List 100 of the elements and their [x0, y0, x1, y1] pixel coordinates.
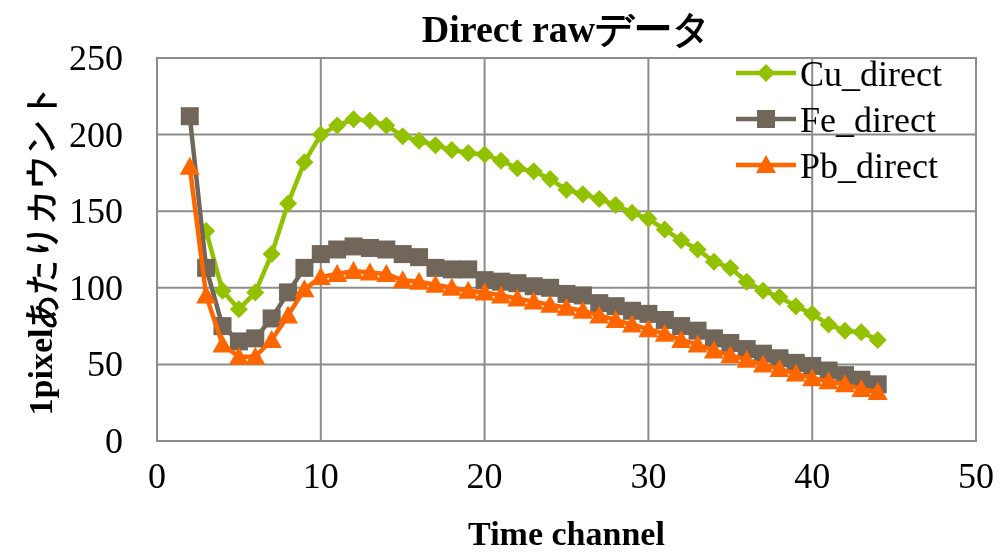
point [425, 274, 446, 293]
point [720, 345, 741, 364]
point [441, 277, 462, 296]
point [392, 270, 413, 289]
y-tick-label: 150 [69, 191, 123, 232]
point [246, 329, 265, 348]
point [736, 349, 757, 368]
point [671, 329, 692, 348]
point [459, 143, 478, 162]
point [490, 285, 511, 304]
point [639, 209, 658, 228]
point [179, 156, 200, 175]
point [475, 145, 494, 164]
point [638, 319, 659, 338]
point [672, 231, 691, 250]
point [753, 354, 774, 373]
point [279, 194, 298, 213]
point [311, 245, 330, 264]
point [754, 281, 773, 300]
y-tick-label: 100 [69, 267, 123, 308]
point [343, 260, 364, 279]
point [688, 240, 707, 259]
point [245, 346, 266, 365]
point [655, 220, 674, 239]
point [426, 258, 445, 277]
point [212, 334, 233, 353]
point [589, 305, 610, 324]
point [867, 381, 888, 400]
y-tick-label: 200 [69, 114, 123, 155]
point [410, 248, 429, 267]
point [376, 264, 397, 283]
point [802, 368, 823, 387]
point [474, 282, 495, 301]
point [834, 374, 855, 393]
y-tick-label: 0 [105, 421, 123, 461]
point [262, 245, 281, 264]
point [442, 140, 461, 159]
point [573, 286, 592, 305]
point [294, 279, 315, 298]
y-tick-label: 50 [87, 344, 123, 385]
point [541, 170, 560, 189]
point [458, 280, 479, 299]
point [851, 378, 872, 397]
point [590, 189, 609, 208]
point [328, 116, 347, 135]
point [344, 110, 363, 129]
x-tick-label: 40 [794, 456, 831, 496]
point [327, 264, 348, 283]
point [278, 305, 299, 324]
point [622, 314, 643, 333]
point [803, 304, 822, 323]
point [229, 300, 248, 319]
point [295, 258, 314, 277]
point [261, 329, 282, 348]
point [572, 300, 593, 319]
point [786, 297, 805, 316]
x-tick-label: 10 [302, 456, 339, 496]
point [704, 252, 723, 271]
point [279, 283, 298, 302]
point [410, 131, 429, 150]
point [507, 288, 528, 307]
point [556, 297, 577, 316]
point [409, 271, 430, 290]
point [360, 111, 379, 130]
point [703, 340, 724, 359]
x-axis-title: Time channel [468, 515, 665, 552]
x-tick-label: 30 [630, 456, 667, 496]
point [818, 371, 839, 390]
point [393, 127, 412, 146]
x-tick-label: 50 [958, 456, 994, 496]
point [310, 267, 331, 286]
point [868, 330, 887, 349]
point [687, 334, 708, 353]
y-axis-title: 1pixelあたりカウント [22, 83, 59, 416]
point [835, 321, 854, 340]
point [606, 196, 625, 215]
legend-label: Fe_direct [800, 100, 936, 140]
point [605, 309, 626, 328]
point [311, 125, 330, 144]
point [852, 323, 871, 342]
point [246, 283, 265, 302]
point [623, 203, 642, 222]
x-tick-label: 20 [466, 456, 503, 496]
point [654, 323, 675, 342]
point [377, 116, 396, 135]
point [557, 180, 576, 199]
point [769, 359, 790, 377]
point [491, 151, 510, 170]
point [459, 260, 478, 279]
point [213, 281, 232, 300]
point [737, 272, 756, 291]
chart-title: Direct rawデータ [421, 8, 712, 50]
y-tick-label: 250 [69, 38, 123, 78]
x-tick-label: 0 [148, 456, 166, 496]
point [359, 262, 380, 281]
point [573, 185, 592, 204]
point [721, 258, 740, 277]
point [196, 285, 217, 304]
point [523, 291, 544, 310]
point [508, 159, 527, 178]
